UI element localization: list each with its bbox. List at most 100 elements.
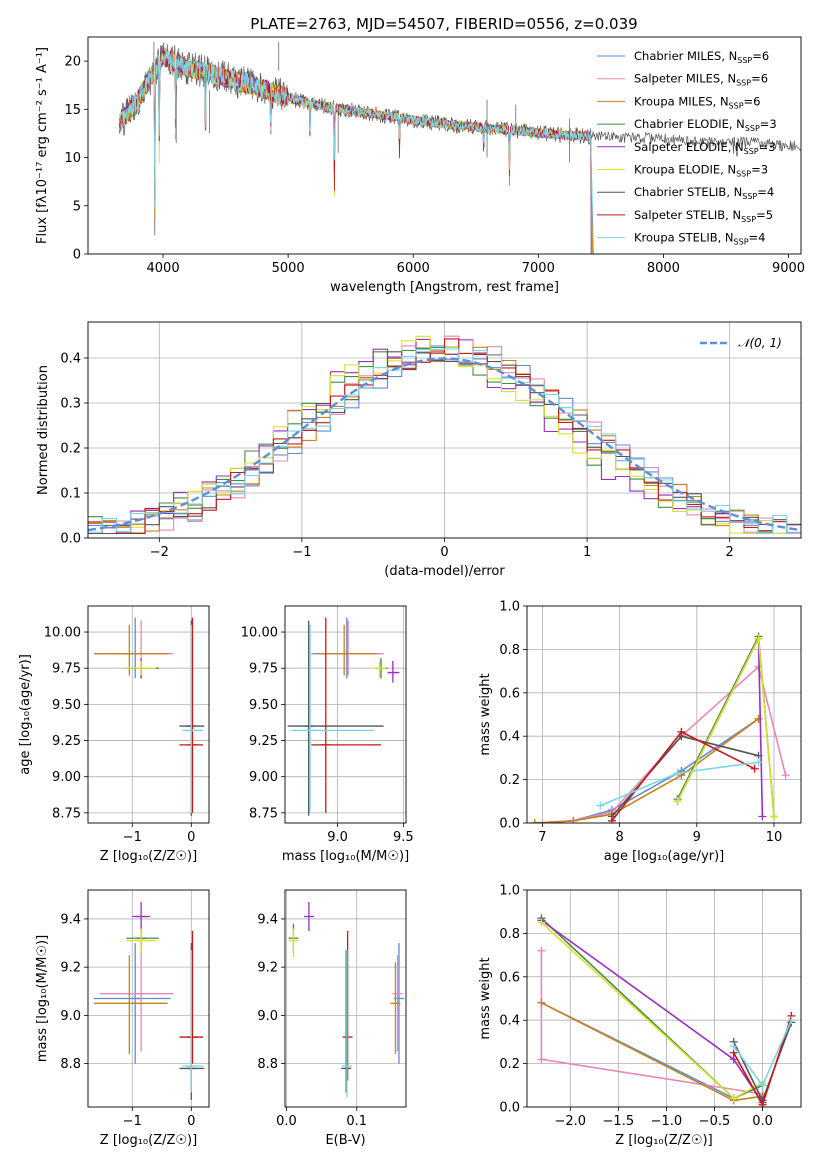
y-tick-label: 1.0 [499,600,520,615]
y-tick-label: 8.75 [52,806,81,821]
y-tick-label: 0.0 [499,1101,520,1116]
x-axis-label: wavelength [Angstrom, rest frame] [330,280,559,295]
weight-marker [673,797,682,806]
plot-area-7 [285,890,406,1107]
x-tick-label: 1 [583,545,591,560]
x-tick-label: −1.0 [651,1114,683,1129]
axes-8: −2.0 −1.5 −1.0 −0.5 0.0 0.0 0.2 0.4 0.6 0.8 1.0 Z [… [478,884,802,1148]
y-tick-label: 9.2 [60,961,81,976]
axes-frame [284,889,407,1108]
y-tick-label: 0.4 [499,730,520,745]
legend-label: Kroupa ELODIE, NSSP=3 [634,163,768,179]
weight-line-7 [611,735,759,818]
x-tick-label: −1.5 [603,1114,635,1129]
y-tick-label: 0.1 [60,487,81,502]
weight-marker [729,1042,738,1051]
plot-area-1 [118,41,801,254]
y-tick-label: 9.25 [249,734,278,749]
weight-marker [537,946,546,955]
axes-frame [526,605,802,824]
weight-marker [758,1100,767,1107]
weight-marker [537,918,546,927]
x-axis-label: Z [log₁₀(Z/Z☉)] [615,1133,712,1148]
x-tick-label: 0.0 [276,1114,297,1129]
weight-line-5 [540,919,764,1104]
legend-label-normal: 𝒩(0, 1) [738,336,782,350]
x-tick-label: 8 [615,830,623,845]
legend-label: Chabrier STELIB, NSSP=4 [634,185,774,201]
y-tick-label: 8.75 [249,806,278,821]
y-tick-label: 0.4 [60,352,81,367]
y-tick-label: 0.2 [60,442,81,457]
axes-3: −1 0 8.75 9.00 9.25 9.50 9.75 10.00 Z [log₁₀(Z/Z… [18,605,210,864]
axes-1: 4000 5000 6000 7000 8000 9000 0 5 10 15 20 waveleng… [35,36,805,295]
x-tick-label: 5000 [272,261,305,276]
x-axis-label: mass [log₁₀(M/M☉)] [282,849,409,864]
x-tick-label: 0.0 [752,1114,773,1129]
y-tick-label: 9.0 [257,1009,278,1024]
x-tick-label: −0.5 [699,1114,731,1129]
axes-frame [87,36,802,255]
spectrum-model-1 [118,48,592,254]
legend-label: Salpeter ELODIE, NSSP=3 [634,140,776,156]
weight-marker [781,771,790,780]
y-tick-label: 10.00 [44,626,81,641]
x-tick-label: 8000 [647,261,680,276]
y-tick-label: 0.3 [60,397,81,412]
y-tick-label: 0.2 [499,1057,520,1072]
spectrum-observed-tail [590,131,801,157]
y-tick-label: 0.0 [499,817,520,832]
x-axis-label: (data-model)/error [384,564,505,579]
x-tick-label: −2.0 [554,1114,586,1129]
spectrum-model-2 [118,47,592,254]
weight-marker [758,812,767,821]
x-tick-label: 2 [726,545,734,560]
axes-frame [87,321,802,539]
weight-marker [677,727,686,736]
y-tick-label: 9.0 [60,1009,81,1024]
normal-curve [88,357,801,532]
spectrum-model-3 [118,48,592,254]
x-axis-label: E(B-V) [325,1133,365,1148]
axes-frame [284,605,407,824]
x-axis-label: Z [log₁₀(Z/Z☉)] [100,849,197,864]
y-tick-label: 8.8 [257,1057,278,1072]
y-axis-label: mass [log₁₀(M/M☉)] [35,935,50,1062]
y-tick-label: 0.2 [499,773,520,788]
x-tick-label: 7 [538,830,546,845]
x-axis-label: age [log₁₀(age/yr)] [604,849,725,864]
x-tick-label: 9.0 [327,830,348,845]
y-tick-label: 9.75 [52,662,81,677]
x-tick-label: 6000 [397,261,430,276]
weight-marker [754,758,763,767]
weight-marker [754,634,763,643]
x-tick-label: 10 [766,830,783,845]
x-tick-label: −1 [123,830,142,845]
plot-area-8 [527,890,801,1107]
weight-marker [569,816,578,823]
x-tick-label: 0 [187,1114,195,1129]
weight-line-3 [541,1002,763,1102]
weight-line-1 [541,1002,763,1100]
y-tick-label: 0.6 [499,970,520,985]
y-tick-label: 15 [64,103,81,118]
x-axis-label: Z [log₁₀(Z/Z☉)] [100,1133,197,1148]
weight-marker [754,714,763,723]
weight-marker [750,764,759,773]
y-tick-label: 9.75 [249,662,278,677]
weight-marker [729,1094,738,1103]
weight-marker [769,812,778,821]
y-axis-label: Flux [fλ10⁻¹⁷ erg cm⁻² s⁻¹ A⁻¹] [35,47,50,244]
axes-frame [87,605,210,824]
y-tick-label: 0.8 [499,927,520,942]
y-tick-label: 0.8 [499,643,520,658]
weight-marker [530,819,539,823]
y-tick-label: 9.00 [52,770,81,785]
x-tick-label: 9000 [772,261,805,276]
legend-label: Kroupa MILES, NSSP=6 [634,94,760,110]
weight-marker [758,1081,767,1090]
axes-4: 9.0 9.5 8.75 9.00 9.25 9.50 9.75 10.00 mass [log… [241,605,414,864]
axes-5: 7 8 9 10 0.0 0.2 0.4 0.6 0.8 1.0 age [log₁₀(age/yr… [478,600,802,864]
legend-label: Chabrier ELODIE, NSSP=3 [634,117,777,133]
